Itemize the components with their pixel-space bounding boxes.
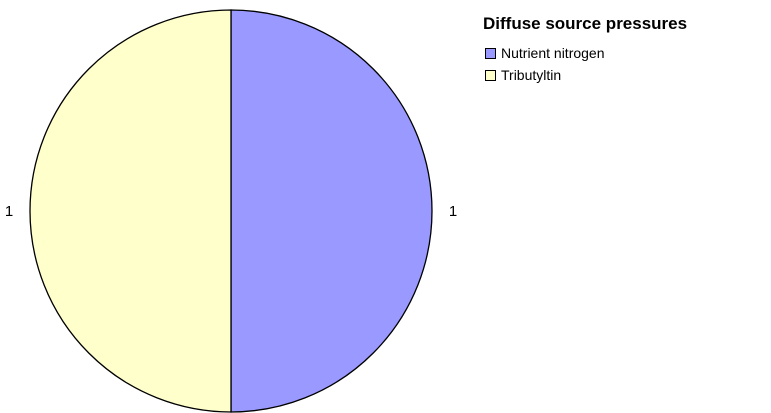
legend-item-nutrient-nitrogen: Nutrient nitrogen [483,42,687,64]
legend-label-tributyltin: Tributyltin [501,67,562,83]
legend-item-tributyltin: Tributyltin [483,64,687,86]
pie-slices [29,9,433,413]
pie-data-labels: 11 [5,203,457,220]
legend-swatch-nutrient-nitrogen [485,47,496,59]
legend-title: Diffuse source pressures [483,14,688,33]
pie-slice-nutrient-nitrogen [230,9,433,413]
legend-label-nutrient-nitrogen: Nutrient nitrogen [501,45,605,61]
chart-legend: Diffuse source pressures Nutrient nitrog… [483,14,687,86]
pie-slice-tributyltin [29,9,232,413]
legend-swatch-tributyltin [485,69,496,81]
data-label-tributyltin: 1 [5,203,13,220]
data-label-nutrient-nitrogen: 1 [449,203,457,220]
